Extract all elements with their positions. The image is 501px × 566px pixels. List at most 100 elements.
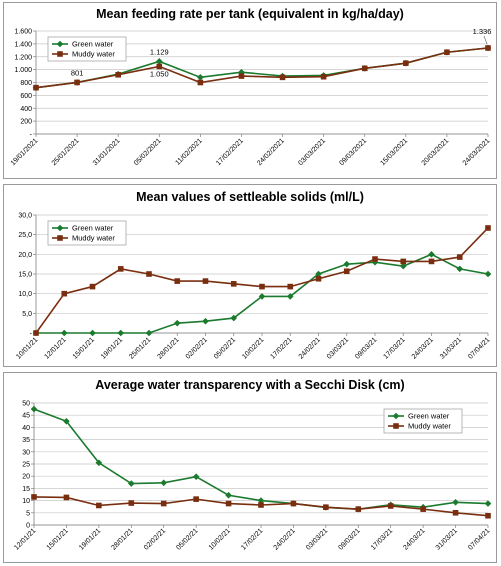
legend-swatch-marker — [393, 423, 399, 429]
x-tick-label: 17/03/21 — [382, 336, 406, 360]
x-tick-label: 05/02/21 — [175, 527, 199, 551]
x-tick-label: 25/01/2021 — [51, 137, 81, 167]
data-point — [452, 510, 459, 516]
x-tick-label: 15/01/21 — [46, 527, 70, 551]
x-tick-label: 03/03/21 — [326, 336, 350, 360]
data-point — [60, 329, 68, 337]
x-tick-label: 02/02/21 — [143, 527, 167, 551]
x-tick-label: 15/03/2021 — [380, 137, 410, 167]
legend-label: Muddy water — [72, 234, 115, 243]
data-point — [361, 65, 368, 72]
legend-box — [47, 36, 127, 62]
data-point — [145, 329, 153, 337]
x-tick-label: 10/01/21 — [15, 336, 39, 360]
y-tick-label: 800 — [20, 80, 32, 87]
x-tick-label: 11/02/2021 — [174, 137, 203, 166]
data-point — [63, 494, 70, 501]
data-point — [428, 258, 435, 265]
legend-swatch-marker — [57, 235, 63, 241]
y-tick-label: 40 — [22, 425, 30, 432]
data-point — [173, 319, 181, 327]
x-tick-label: 17/03/21 — [370, 527, 394, 551]
data-point — [320, 73, 327, 80]
data-point — [128, 500, 135, 506]
legend-label: Green water — [408, 412, 450, 421]
chart-title: Average water transparency with a Secchi… — [95, 378, 404, 392]
y-tick-label: 1.600 — [14, 29, 32, 36]
y-tick-label: 5,0 — [22, 311, 32, 318]
legend-box — [383, 408, 463, 434]
data-point — [258, 502, 264, 508]
data-point — [33, 84, 39, 91]
data-point — [202, 317, 209, 325]
data-point — [355, 506, 362, 512]
data-label: 1.129 — [150, 47, 169, 56]
x-tick-label: 09/03/2021 — [338, 137, 368, 167]
data-point — [399, 262, 407, 270]
data-point — [290, 500, 297, 507]
settleable-solids-chart: Mean values of settleable solids (ml/L) -… — [15, 190, 491, 361]
legend-swatch-marker — [56, 224, 64, 232]
data-point — [400, 258, 407, 265]
data-point — [238, 73, 245, 79]
x-tick-label: 24/02/21 — [273, 527, 297, 551]
series-muddy-water — [33, 45, 491, 91]
data-point — [160, 479, 168, 487]
data-point — [279, 74, 286, 81]
x-tick-label: 05/02/21 — [213, 336, 237, 360]
data-point — [484, 500, 492, 507]
data-point — [202, 278, 209, 284]
series-muddy-water — [31, 494, 491, 519]
x-tick-label: 28/01/21 — [156, 336, 180, 360]
x-tick-label: 19/01/21 — [78, 527, 102, 551]
x-tick-label: 03/03/2021 — [297, 137, 327, 167]
y-tick-label: 50 — [22, 401, 30, 408]
data-point — [146, 271, 152, 277]
data-point — [230, 281, 237, 287]
y-tick-label: 1.400 — [14, 41, 32, 48]
x-tick-label: 07/04/21 — [467, 527, 491, 551]
data-point — [156, 63, 163, 70]
y-tick-label: 30,0 — [18, 213, 32, 220]
data-point — [89, 329, 96, 337]
data-point — [155, 58, 163, 65]
data-label: 1.336 — [473, 27, 492, 36]
legend-label: Green water — [72, 224, 114, 233]
x-tick-label: 05/02/2021 — [133, 137, 163, 167]
data-point — [323, 504, 329, 510]
legend-box — [47, 220, 127, 246]
x-tick-label: 25/01/21 — [128, 336, 152, 360]
legend-swatch-marker — [56, 40, 64, 48]
y-tick-label: 25,0 — [18, 232, 32, 239]
data-label-leader — [483, 35, 488, 45]
feeding-rate-chart-panel: Mean feeding rate per tank (equivalent i… — [3, 2, 497, 179]
y-tick-label: 35 — [22, 437, 30, 444]
y-tick-label: 20,0 — [18, 252, 32, 259]
chart-title: Mean values of settleable solids (ml/L) — [136, 190, 364, 204]
data-point — [343, 260, 351, 268]
water-transparency-chart: Average water transparency with a Secchi… — [13, 378, 492, 552]
x-tick-label: 28/01/21 — [110, 527, 134, 551]
data-point — [89, 283, 96, 290]
data-point — [74, 79, 80, 86]
legend-label: Muddy water — [72, 50, 115, 59]
data-label: 801 — [71, 68, 84, 77]
chart-title: Mean feeding rate per tank (equivalent i… — [96, 7, 404, 21]
data-point — [444, 49, 450, 56]
data-point — [259, 283, 265, 290]
data-point — [115, 71, 121, 78]
y-tick-label: 30 — [22, 449, 30, 456]
x-tick-label: 07/04/21 — [467, 336, 491, 360]
y-tick-label: 15 — [22, 486, 30, 493]
legend-swatch-marker — [392, 412, 400, 420]
x-tick-label: 24/02/2021 — [256, 137, 286, 167]
data-point — [403, 60, 409, 66]
x-tick-label: 03/03/21 — [305, 527, 329, 551]
x-tick-label: 19/01/2021 — [10, 137, 40, 167]
data-point — [238, 68, 245, 76]
x-tick-label: 31/03/21 — [439, 336, 463, 360]
data-point — [117, 329, 125, 337]
data-point — [31, 494, 37, 500]
